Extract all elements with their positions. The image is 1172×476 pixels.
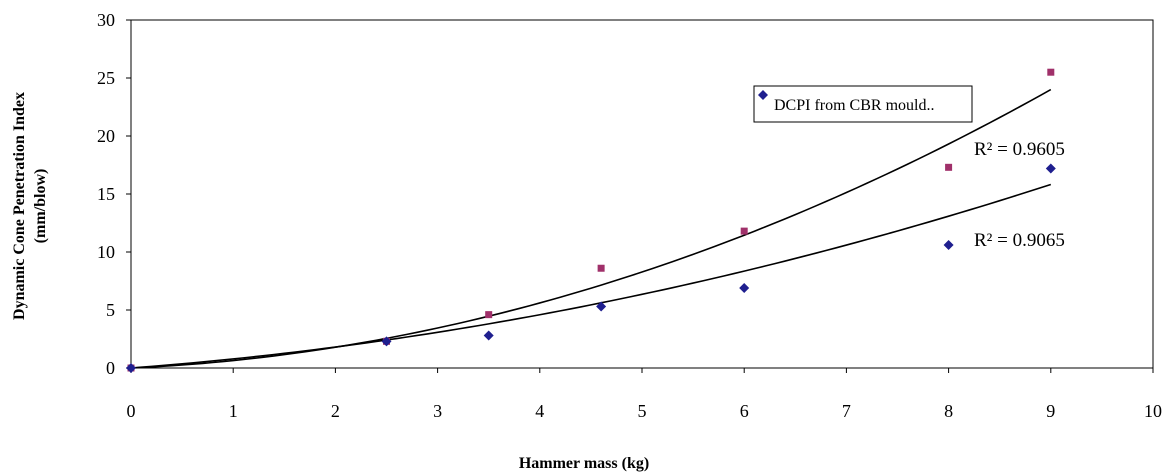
- legend: DCPI from CBR mould..: [753, 85, 973, 123]
- data-point-square: [945, 163, 953, 171]
- trendlines: [130, 88, 1052, 369]
- legend-label: DCPI from CBR mould..: [774, 97, 934, 114]
- y-tick-label: 30: [97, 10, 115, 30]
- data-point-diamond: [126, 363, 136, 373]
- data-point-square: [740, 227, 748, 235]
- y-axis-ticks: 0 5 10 15 20 25 30: [97, 10, 131, 378]
- trendline-series-0: [130, 183, 1052, 369]
- x-tick-label: 6: [740, 401, 749, 421]
- r2-labels: R² = 0.9065 R² = 0.9605: [974, 139, 1065, 251]
- data-point-diamond: [1045, 163, 1056, 174]
- y-axis-title-line1: Dynamic Cone Penetration Index: [11, 92, 28, 320]
- y-tick-label: 5: [106, 300, 115, 320]
- x-tick-label: 7: [842, 401, 851, 421]
- x-axis-ticks: 0 1 2 3 4 5 6 7 8 9 10: [127, 368, 1162, 421]
- x-tick-label: 4: [535, 401, 544, 421]
- data-point-diamond: [596, 301, 607, 312]
- y-axis-title-line2: (mm/blow): [32, 169, 49, 244]
- data-point-square: [485, 311, 493, 319]
- data-point-diamond: [943, 240, 954, 251]
- legend-diamond-marker: [758, 90, 768, 100]
- trendline-series-1: [130, 88, 1052, 369]
- y-tick-label: 15: [97, 184, 115, 204]
- plot-area: [130, 19, 1154, 369]
- y-tick-label: 0: [106, 358, 115, 378]
- x-tick-label: 5: [638, 401, 647, 421]
- data-points: [126, 68, 1056, 373]
- data-point-square: [597, 264, 605, 272]
- legend-box: [753, 85, 973, 123]
- data-point-diamond: [483, 330, 494, 341]
- x-tick-label: 1: [229, 401, 238, 421]
- r2-label-square-series: R² = 0.9605: [974, 139, 1065, 160]
- x-tick-label: 9: [1046, 401, 1055, 421]
- data-point-diamond: [739, 282, 750, 293]
- x-tick-label: 8: [944, 401, 953, 421]
- y-tick-label: 20: [97, 126, 115, 146]
- data-point-square: [1047, 68, 1055, 76]
- x-tick-label: 2: [331, 401, 340, 421]
- y-tick-label: 10: [97, 242, 115, 262]
- x-tick-label: 0: [127, 401, 136, 421]
- x-tick-label: 10: [1144, 401, 1162, 421]
- data-point-diamond: [381, 336, 392, 347]
- y-tick-label: 25: [97, 68, 115, 88]
- x-axis-title: Hammer mass (kg): [519, 455, 649, 472]
- x-tick-label: 3: [433, 401, 442, 421]
- r2-label-diamond-series: R² = 0.9065: [974, 230, 1065, 251]
